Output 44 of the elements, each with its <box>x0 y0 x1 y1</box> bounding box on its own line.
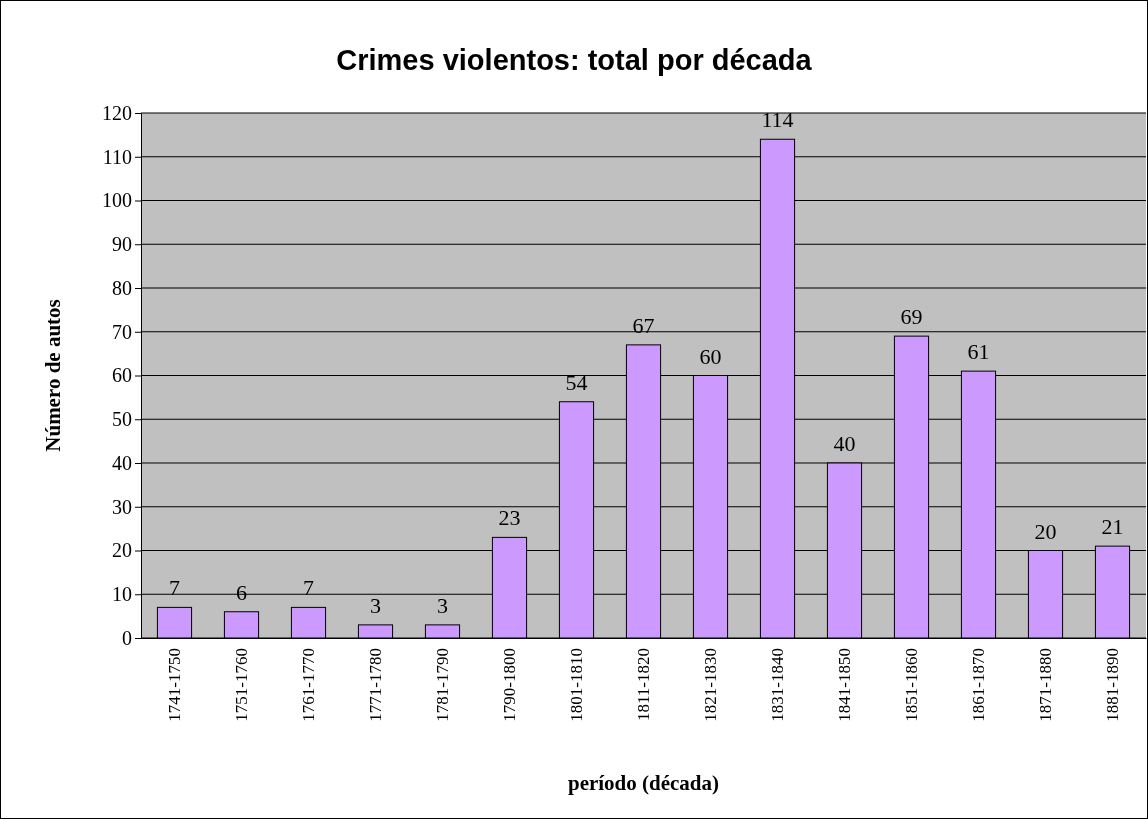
x-tick-label: 1831-1840 <box>768 648 788 722</box>
x-tick-label: 1741-1750 <box>165 648 185 722</box>
x-tick-label: 1790-1800 <box>500 648 520 722</box>
x-tick-label: 1881-1890 <box>1103 648 1123 722</box>
y-tick-label: 90 <box>112 233 132 256</box>
data-label: 54 <box>565 369 588 395</box>
y-tick-label: 70 <box>112 320 132 343</box>
y-tick-label: 100 <box>102 189 132 212</box>
y-tick-label: 40 <box>112 451 132 474</box>
x-tick-label: 1811-1820 <box>634 648 654 722</box>
x-axis-title: período (década) <box>567 771 720 795</box>
y-tick-label: 20 <box>112 539 132 562</box>
y-tick-label: 80 <box>112 276 132 299</box>
y-tick-label: 0 <box>122 626 132 649</box>
data-label: 23 <box>498 505 521 531</box>
x-tick-label: 1851-1860 <box>902 648 922 722</box>
y-tick-label: 120 <box>102 101 132 124</box>
y-tick-label: 110 <box>102 145 132 168</box>
x-tick-label: 1751-1760 <box>232 648 252 722</box>
y-tick-label: 30 <box>112 495 132 518</box>
x-tick-label: 1841-1850 <box>835 648 855 722</box>
data-label: 60 <box>699 343 722 369</box>
data-label: 20 <box>1034 518 1057 544</box>
y-tick-label: 10 <box>112 583 132 606</box>
data-label: 61 <box>967 339 990 365</box>
y-axis-title: Número de autos <box>41 299 65 452</box>
chart-title: Crimes violentos: total por década <box>336 44 813 76</box>
x-tick-label: 1861-1870 <box>969 648 989 722</box>
y-tick-label: 60 <box>112 364 132 387</box>
x-tick-label: 1801-1810 <box>567 648 587 722</box>
x-tick-label: 1821-1830 <box>701 648 721 722</box>
data-label: 3 <box>370 592 381 618</box>
data-label: 3 <box>437 592 448 618</box>
y-tick-label: 50 <box>112 408 132 431</box>
data-label: 40 <box>833 431 856 456</box>
data-label: 7 <box>169 575 180 601</box>
data-label: 7 <box>303 575 314 601</box>
data-label: 114 <box>761 107 794 133</box>
x-tick-label: 1781-1790 <box>433 648 453 722</box>
x-tick-label: 1761-1770 <box>299 648 319 722</box>
x-tick-label: 1871-1880 <box>1036 648 1056 722</box>
x-tick-label: 1771-1780 <box>366 648 386 722</box>
data-label: 21 <box>1101 514 1124 540</box>
data-label: 69 <box>900 304 923 330</box>
